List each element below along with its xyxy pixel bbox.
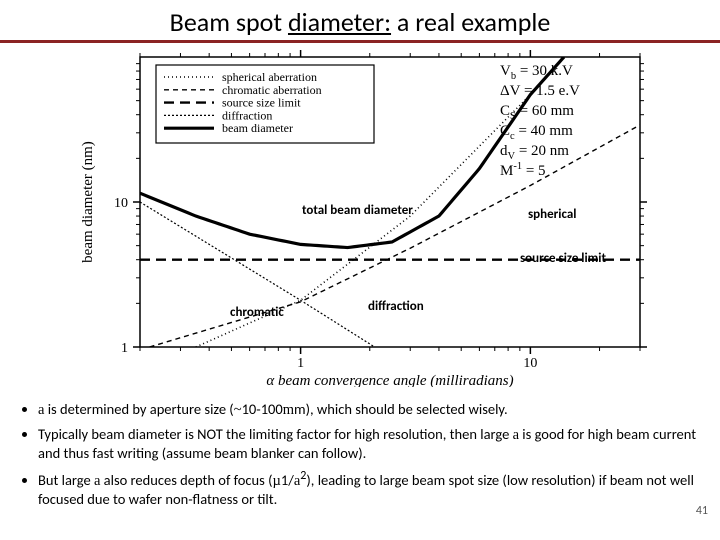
overlay-source-size-limit: source size limit (520, 251, 606, 266)
svg-text:beam diameter: beam diameter (222, 121, 293, 135)
slide-title: Beam spot diameter: a real example (0, 0, 720, 40)
bullet-item: But large a also reduces depth of focus … (38, 468, 700, 508)
svg-text:CS = 60 mm: CS = 60 mm (500, 103, 574, 122)
svg-text:10: 10 (523, 356, 537, 371)
overlay-total-beam-diameter: total beam diameter (302, 203, 413, 218)
slide-number: 41 (696, 504, 708, 518)
svg-text:1: 1 (121, 341, 128, 356)
svg-text:10: 10 (114, 196, 128, 211)
svg-text:beam diameter (nm): beam diameter (nm) (80, 141, 96, 263)
chart-container: 1 10 1 10 α beam convergence angle (millirad… (50, 47, 670, 387)
svg-text:α beam convergence angle (mil: α beam convergence angle (milliradians) (266, 373, 513, 387)
bullet-item: Typically beam diameter is NOT the limit… (38, 425, 700, 462)
overlay-chromatic: chromatic (230, 305, 284, 320)
bullet-list: a is determined by aperture size (~10-10… (20, 400, 700, 514)
title-underlined: diameter: (288, 6, 391, 38)
title-prefix: Beam spot (170, 6, 288, 38)
overlay-diffraction: diffraction (368, 299, 424, 314)
slide-root: Beam spot diameter: a real example 11011… (0, 0, 720, 540)
series-diffraction (140, 202, 375, 347)
svg-text:ΔV = 1.5 e.V: ΔV = 1.5 e.V (500, 83, 580, 99)
svg-text:Cc = 40 mm: Cc = 40 mm (500, 123, 573, 142)
svg-text:Vb = 30 k.V: Vb = 30 k.V (500, 63, 573, 82)
title-rule (0, 40, 720, 43)
svg-text:M-1 = 5: M-1 = 5 (500, 161, 546, 179)
bullet-item: a is determined by aperture size (~10-10… (38, 400, 700, 419)
svg-text:dV = 20 nm: dV = 20 nm (500, 143, 569, 162)
overlay-spherical: spherical (528, 207, 576, 222)
title-suffix: a real example (391, 6, 550, 38)
svg-text:1: 1 (297, 356, 304, 371)
